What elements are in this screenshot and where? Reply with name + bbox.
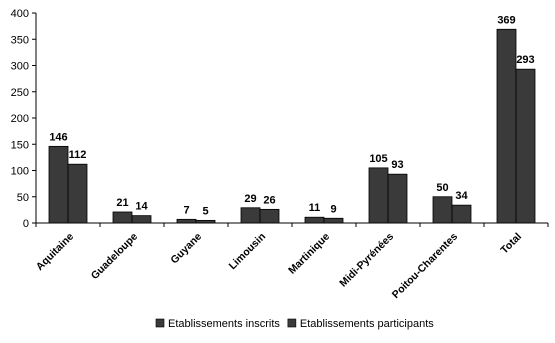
- y-tick-label: 300: [11, 61, 29, 73]
- category-label: Aquitaine: [34, 231, 76, 273]
- data-label: 34: [455, 190, 468, 202]
- legend: Etablissements inscrits Etablissements pa…: [155, 318, 434, 330]
- data-label: 14: [135, 201, 148, 213]
- bar: [48, 145, 69, 224]
- legend-swatch: [155, 318, 165, 328]
- category-label: Poitou-Charentes: [390, 231, 460, 301]
- bar: [131, 215, 152, 224]
- bar: [323, 217, 344, 224]
- data-label: 50: [436, 182, 448, 194]
- data-label: 29: [244, 193, 256, 205]
- bar: [112, 211, 133, 224]
- bars: [48, 28, 536, 224]
- data-label: 146: [49, 131, 67, 143]
- y-tick-label: 200: [11, 113, 29, 125]
- bar: [387, 173, 408, 224]
- y-tick-label: 100: [11, 166, 29, 178]
- data-label: 293: [516, 54, 534, 66]
- bar: [451, 204, 472, 224]
- y-tick-label: 350: [11, 34, 29, 46]
- data-label: 26: [263, 194, 275, 206]
- bar: [304, 216, 325, 224]
- category-label: Guyane: [168, 231, 204, 267]
- bar: [259, 208, 280, 224]
- y-tick-label: 0: [23, 218, 29, 230]
- data-label: 112: [69, 149, 87, 161]
- bar: [432, 196, 453, 224]
- y-tick-label: 150: [11, 139, 29, 151]
- data-label: 21: [116, 197, 128, 209]
- legend-label: Etablissements inscrits: [168, 318, 280, 330]
- bar: [176, 218, 197, 224]
- bar: [67, 163, 88, 224]
- bar: [515, 68, 536, 224]
- data-label: 93: [391, 159, 403, 171]
- category-labels: Aquitaine Guadeloupe Guyane Limousin Martini…: [34, 231, 524, 301]
- axes: 0 50 100 150 200 250 300 350 400: [11, 8, 549, 230]
- bar: [195, 219, 216, 224]
- legend-label: Etablissements participants: [300, 318, 434, 330]
- category-label: Martinique: [286, 231, 332, 277]
- category-label: Limousin: [227, 231, 268, 272]
- data-label: 105: [369, 153, 387, 165]
- legend-swatch: [287, 318, 297, 328]
- bar: [240, 207, 261, 224]
- bar: [496, 28, 517, 224]
- data-label: 7: [183, 204, 189, 216]
- category-label: Midi-Pyrénées: [337, 231, 396, 290]
- category-label: Guadeloupe: [89, 231, 141, 283]
- data-label: 9: [330, 203, 336, 215]
- data-label: 11: [309, 202, 321, 214]
- y-tick-label: 50: [17, 192, 29, 204]
- category-label: Total: [498, 231, 524, 257]
- data-label: 369: [497, 14, 515, 26]
- y-tick-label: 400: [11, 8, 29, 20]
- bar: [368, 167, 389, 224]
- data-label: 5: [202, 205, 208, 217]
- y-tick-label: 250: [11, 87, 29, 99]
